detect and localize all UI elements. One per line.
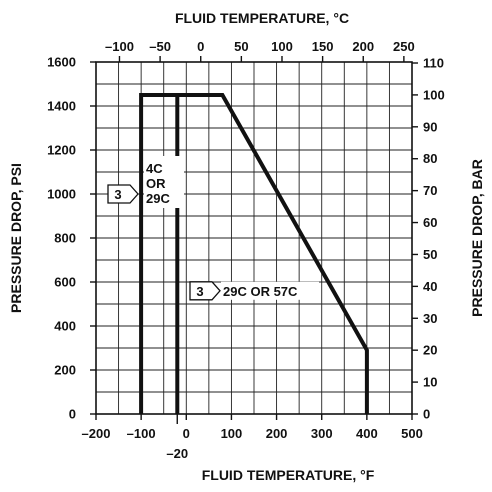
y-left-tick-label: 1200	[47, 143, 76, 158]
x-top-tick-label: 50	[234, 39, 248, 54]
x-bottom-tick-label: –200	[82, 426, 111, 441]
x-top-tick-label: –100	[105, 39, 134, 54]
left-axis-label: PRESSURE DROP, PSI	[8, 163, 24, 313]
bottom-axis-label: FLUID TEMPERATURE, °F	[202, 467, 375, 483]
annotation-text-2: 29C OR 57C	[223, 284, 298, 299]
y-right-tick-label: 100	[423, 87, 445, 102]
y-left-tick-label: 0	[69, 407, 76, 422]
y-right-tick-label: 20	[423, 343, 437, 358]
data-lines	[139, 93, 369, 414]
annotation-text-1-line: 29C	[146, 191, 170, 206]
annotation-text-bg-1	[144, 156, 184, 208]
annotation-text-1-line: 4C	[146, 161, 163, 176]
y-left-tick-label: 200	[54, 363, 76, 378]
annotation-text-1-line: OR	[146, 176, 166, 191]
y-right-tick-label: 60	[423, 215, 437, 230]
x-bottom-tick-label: 300	[311, 426, 333, 441]
x-bottom-tick-label: –100	[127, 426, 156, 441]
x-top-tick-label: 100	[271, 39, 293, 54]
y-left-tick-label: 1000	[47, 187, 76, 202]
series-line	[139, 93, 369, 414]
x-top-tick-label: –50	[149, 39, 171, 54]
grid	[95, 61, 413, 415]
y-left-tick-label: 1600	[47, 55, 76, 70]
y-left-tick-label: 800	[54, 231, 76, 246]
y-right-tick-label: 40	[423, 279, 437, 294]
x-bottom-tick-label: 500	[401, 426, 423, 441]
x-bottom-extra-tick-label: –20	[166, 446, 188, 461]
annotation-text-bg-2	[221, 281, 319, 300]
y-right-tick-label: 0	[423, 407, 430, 422]
y-right-tick-label: 90	[423, 119, 437, 134]
y-right-tick-label: 30	[423, 311, 437, 326]
annotation-marker-shape	[189, 281, 221, 301]
x-bottom-tick-label: 0	[183, 426, 190, 441]
annotation-marker-number: 3	[114, 187, 121, 202]
x-top-tick-label: 250	[393, 39, 415, 54]
x-bottom-tick-label: 200	[266, 426, 288, 441]
y-right-tick-label: 110	[423, 56, 444, 71]
y-right-tick-label: 80	[423, 151, 437, 166]
x-top-tick-label: 200	[352, 39, 374, 54]
y-right-tick-label: 70	[423, 183, 437, 198]
annotation-marker-number: 3	[196, 284, 203, 299]
annotation-marker-2: 3	[189, 281, 221, 301]
x-bottom-tick-label: 400	[356, 426, 378, 441]
y-right-tick-label: 50	[423, 247, 437, 262]
y-left-tick-label: 1400	[47, 99, 76, 114]
y-right-tick-label: 10	[423, 375, 437, 390]
x-top-tick-label: 150	[312, 39, 334, 54]
x-bottom-tick-label: 100	[221, 426, 243, 441]
y-left-tick-label: 600	[54, 275, 76, 290]
annotation-marker-shape	[107, 184, 139, 204]
top-axis-label: FLUID TEMPERATURE, °C	[175, 10, 349, 26]
ticks: –200 –100 0 100 200 300 400 500–20–100 –50 0 50 100…	[47, 39, 445, 461]
right-axis-label: PRESSURE DROP, BAR	[469, 159, 485, 317]
x-top-tick-label: 0	[197, 39, 204, 54]
y-left-tick-label: 400	[54, 319, 76, 334]
annotation-marker-1: 3	[107, 184, 139, 204]
